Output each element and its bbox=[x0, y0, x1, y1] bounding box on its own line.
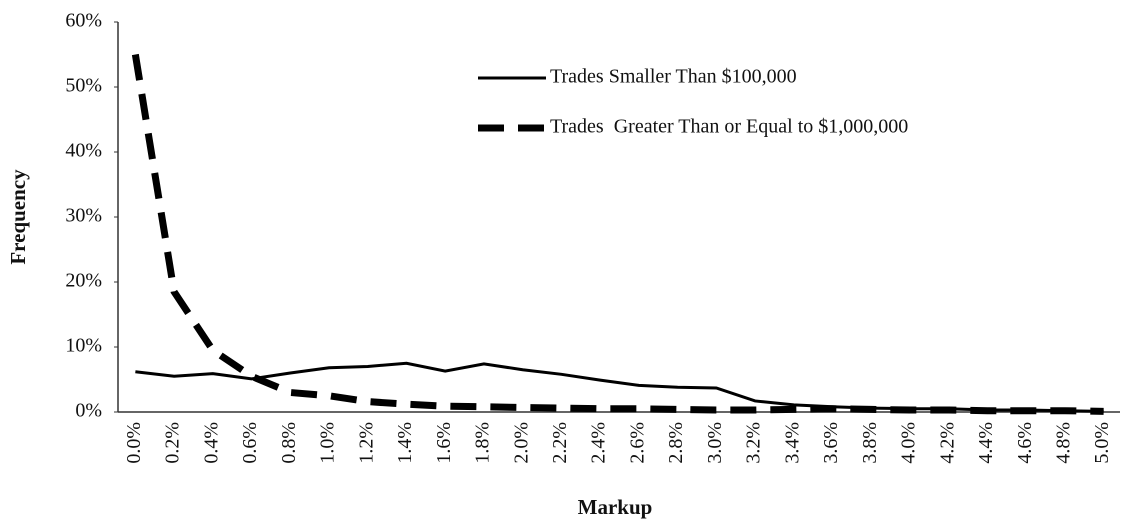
x-tick-label: 2.0% bbox=[510, 422, 532, 464]
y-tick-label: 10% bbox=[65, 335, 102, 357]
x-tick-label: 3.6% bbox=[820, 422, 842, 464]
x-tick-label: 4.2% bbox=[936, 422, 958, 464]
series-line bbox=[135, 361, 1104, 413]
y-tick-label: 60% bbox=[65, 10, 102, 32]
y-tick-label: 0% bbox=[75, 400, 102, 422]
x-tick-label: 4.8% bbox=[1052, 422, 1074, 464]
y-tick-label: 30% bbox=[65, 205, 102, 227]
y-tick-label: 50% bbox=[65, 75, 102, 97]
x-tick-label: 5.0% bbox=[1091, 422, 1113, 464]
x-tick-label: 1.0% bbox=[317, 422, 339, 464]
x-tick-label: 1.4% bbox=[394, 422, 416, 464]
y-tick-label: 40% bbox=[65, 140, 102, 162]
x-tick-label: 1.2% bbox=[355, 422, 377, 464]
x-axis-title: Markup bbox=[578, 495, 653, 519]
series-line bbox=[131, 53, 1104, 415]
x-tick-label: 2.4% bbox=[588, 422, 610, 464]
legend-label: Trades Greater Than or Equal to $1,000,0… bbox=[550, 116, 908, 138]
x-tick-label: 3.8% bbox=[859, 422, 881, 464]
x-tick-label: 0.8% bbox=[278, 422, 300, 464]
x-tick-label: 3.2% bbox=[743, 422, 765, 464]
x-tick-label: 0.2% bbox=[162, 422, 184, 464]
x-tick-label: 2.6% bbox=[626, 422, 648, 464]
x-tick-label: 3.4% bbox=[781, 422, 803, 464]
x-tick-label: 2.2% bbox=[549, 422, 571, 464]
y-tick-label: 20% bbox=[65, 270, 102, 292]
x-tick-label: 0.6% bbox=[239, 422, 261, 464]
y-axis-title: Frequency bbox=[6, 169, 30, 265]
x-tick-label: 0.0% bbox=[123, 422, 145, 464]
x-tick-label: 2.8% bbox=[665, 422, 687, 464]
x-tick-label: 1.8% bbox=[472, 422, 494, 464]
legend-label: Trades Smaller Than $100,000 bbox=[550, 66, 797, 88]
x-tick-label: 0.4% bbox=[200, 422, 222, 464]
x-tick-label: 4.0% bbox=[898, 422, 920, 464]
x-tick-label: 1.6% bbox=[433, 422, 455, 464]
x-tick-label: 3.0% bbox=[704, 422, 726, 464]
x-tick-label: 4.4% bbox=[975, 422, 997, 464]
x-tick-label: 4.6% bbox=[1014, 422, 1036, 464]
